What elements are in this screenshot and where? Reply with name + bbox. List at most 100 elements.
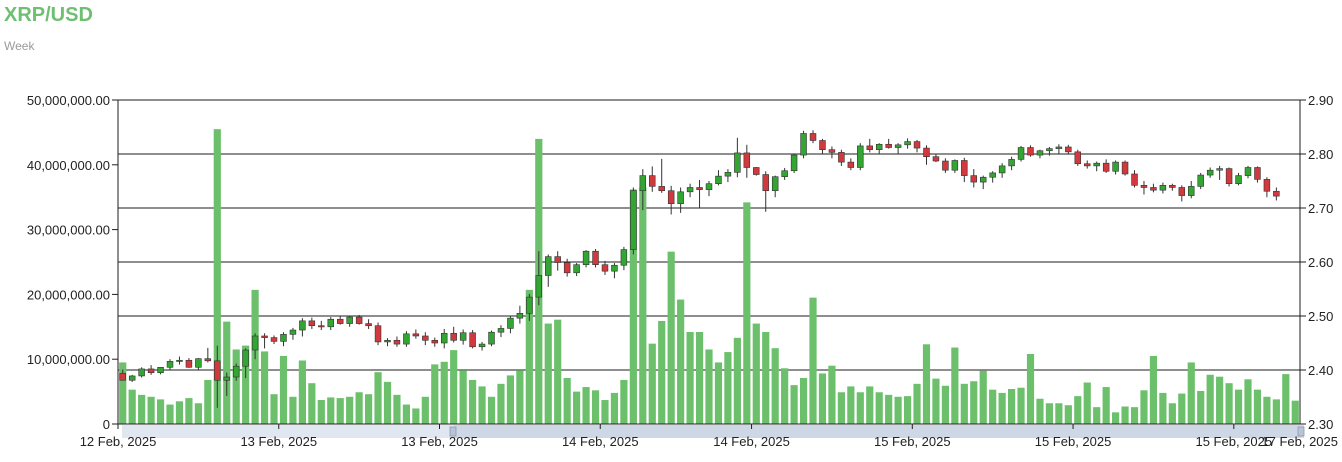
candle-body (214, 360, 221, 381)
candle-body (1140, 185, 1148, 188)
candle-body (857, 145, 864, 168)
candle-body (1055, 146, 1063, 149)
volume-bar (469, 379, 477, 424)
right-tick-label: 2.60 (1308, 255, 1333, 270)
candle-body (696, 187, 703, 190)
volume-bar (260, 351, 269, 424)
candle-body (904, 141, 911, 146)
volume-bar (355, 392, 363, 424)
candle-body (611, 264, 618, 272)
candle-body (734, 152, 741, 173)
candle-body (270, 337, 278, 342)
volume-bar (1225, 383, 1233, 424)
volume-bar (516, 370, 524, 424)
volume-bar (497, 383, 505, 424)
candle-body (346, 316, 353, 324)
candle-body (138, 368, 145, 377)
x-axis: 12 Feb, 2025 13 Feb, 2025 13 Feb, 2025 14 F… (80, 424, 1338, 449)
x-tick-label: 15 Feb, 2025 (1035, 434, 1112, 449)
volume-bar (1112, 412, 1120, 424)
volume-bar (147, 396, 155, 424)
volume-bar (364, 394, 373, 424)
candle-body (753, 167, 760, 175)
chart-title: XRP/USD (4, 4, 93, 26)
volume-bar (156, 399, 165, 424)
candle-body (128, 375, 136, 381)
volume-bar (450, 350, 458, 424)
candle-body (951, 160, 959, 171)
candle-body (1169, 185, 1176, 188)
candle-body (176, 359, 183, 362)
volume-bar (582, 387, 590, 424)
volume-bar (620, 379, 628, 424)
candle-body (280, 334, 287, 342)
candle-body (384, 339, 391, 343)
x-tick-label: 17 Feb, 2025 (1261, 434, 1338, 449)
x-tick-label: 12 Feb, 2025 (80, 434, 157, 449)
candle-body (1225, 168, 1233, 185)
volume-bar (818, 373, 827, 424)
candle-body (582, 250, 590, 265)
volume-bar (194, 403, 202, 424)
candle-body (781, 170, 788, 177)
candle-body (1093, 162, 1100, 167)
volume-bar (185, 398, 193, 424)
volume-bar (733, 337, 741, 424)
volume-bar (1178, 393, 1186, 424)
candle-body (365, 323, 372, 327)
navigator[interactable] (122, 425, 1305, 438)
candle-body (147, 368, 155, 374)
volume-bar (1102, 387, 1110, 424)
volume-bar (960, 383, 968, 424)
volume-bar (175, 401, 184, 424)
volume-bar (204, 379, 212, 424)
volume-bar (412, 408, 420, 424)
candle-body (894, 144, 902, 148)
x-tick-label: 13 Feb, 2025 (401, 434, 478, 449)
volume-bar (695, 331, 704, 424)
right-tick-label: 2.70 (1308, 201, 1333, 216)
right-tick-label: 2.80 (1308, 147, 1333, 162)
candle-body (979, 176, 987, 183)
candle-body (308, 320, 316, 327)
volume-bar (1282, 374, 1290, 424)
candle-body (932, 156, 940, 162)
volume-bar (951, 347, 959, 424)
volume-bar (1291, 400, 1299, 424)
volume-bar (1017, 387, 1025, 424)
volume-bar (856, 392, 864, 424)
candle-body (838, 152, 845, 163)
volume-bar (1187, 362, 1195, 424)
candle-body (667, 190, 675, 204)
volume-bar (1272, 399, 1280, 424)
volume-bar (279, 355, 288, 424)
left-axis: 0 10,000,000.00 20,000,000.00 30,000,000.00… (27, 93, 118, 432)
volume-bar (1206, 374, 1214, 424)
candle-body (1008, 159, 1015, 167)
candle-body (422, 335, 429, 341)
candle-body (1273, 190, 1280, 197)
candle-body (1102, 162, 1110, 172)
volume-bar (658, 320, 666, 424)
left-tick-label: 0 (103, 417, 110, 432)
volume-bar (885, 394, 893, 424)
candle-body (185, 359, 193, 368)
volume-bar (393, 394, 401, 424)
candle-body (507, 317, 514, 329)
volume-bar (629, 189, 637, 424)
price-series (119, 130, 1280, 408)
volume-bar (941, 385, 949, 424)
volume-bar (138, 394, 146, 424)
candle-body (242, 349, 249, 367)
candle-body (563, 262, 571, 274)
candle-body (1235, 175, 1242, 185)
volume-bar (1130, 407, 1139, 424)
candle-body (913, 141, 921, 149)
candle-body (1065, 146, 1072, 153)
candle-body (639, 175, 647, 192)
candle-body (223, 376, 230, 381)
candle-body (1074, 151, 1082, 165)
volume-bar (1074, 396, 1082, 424)
volume-bar (525, 289, 533, 424)
